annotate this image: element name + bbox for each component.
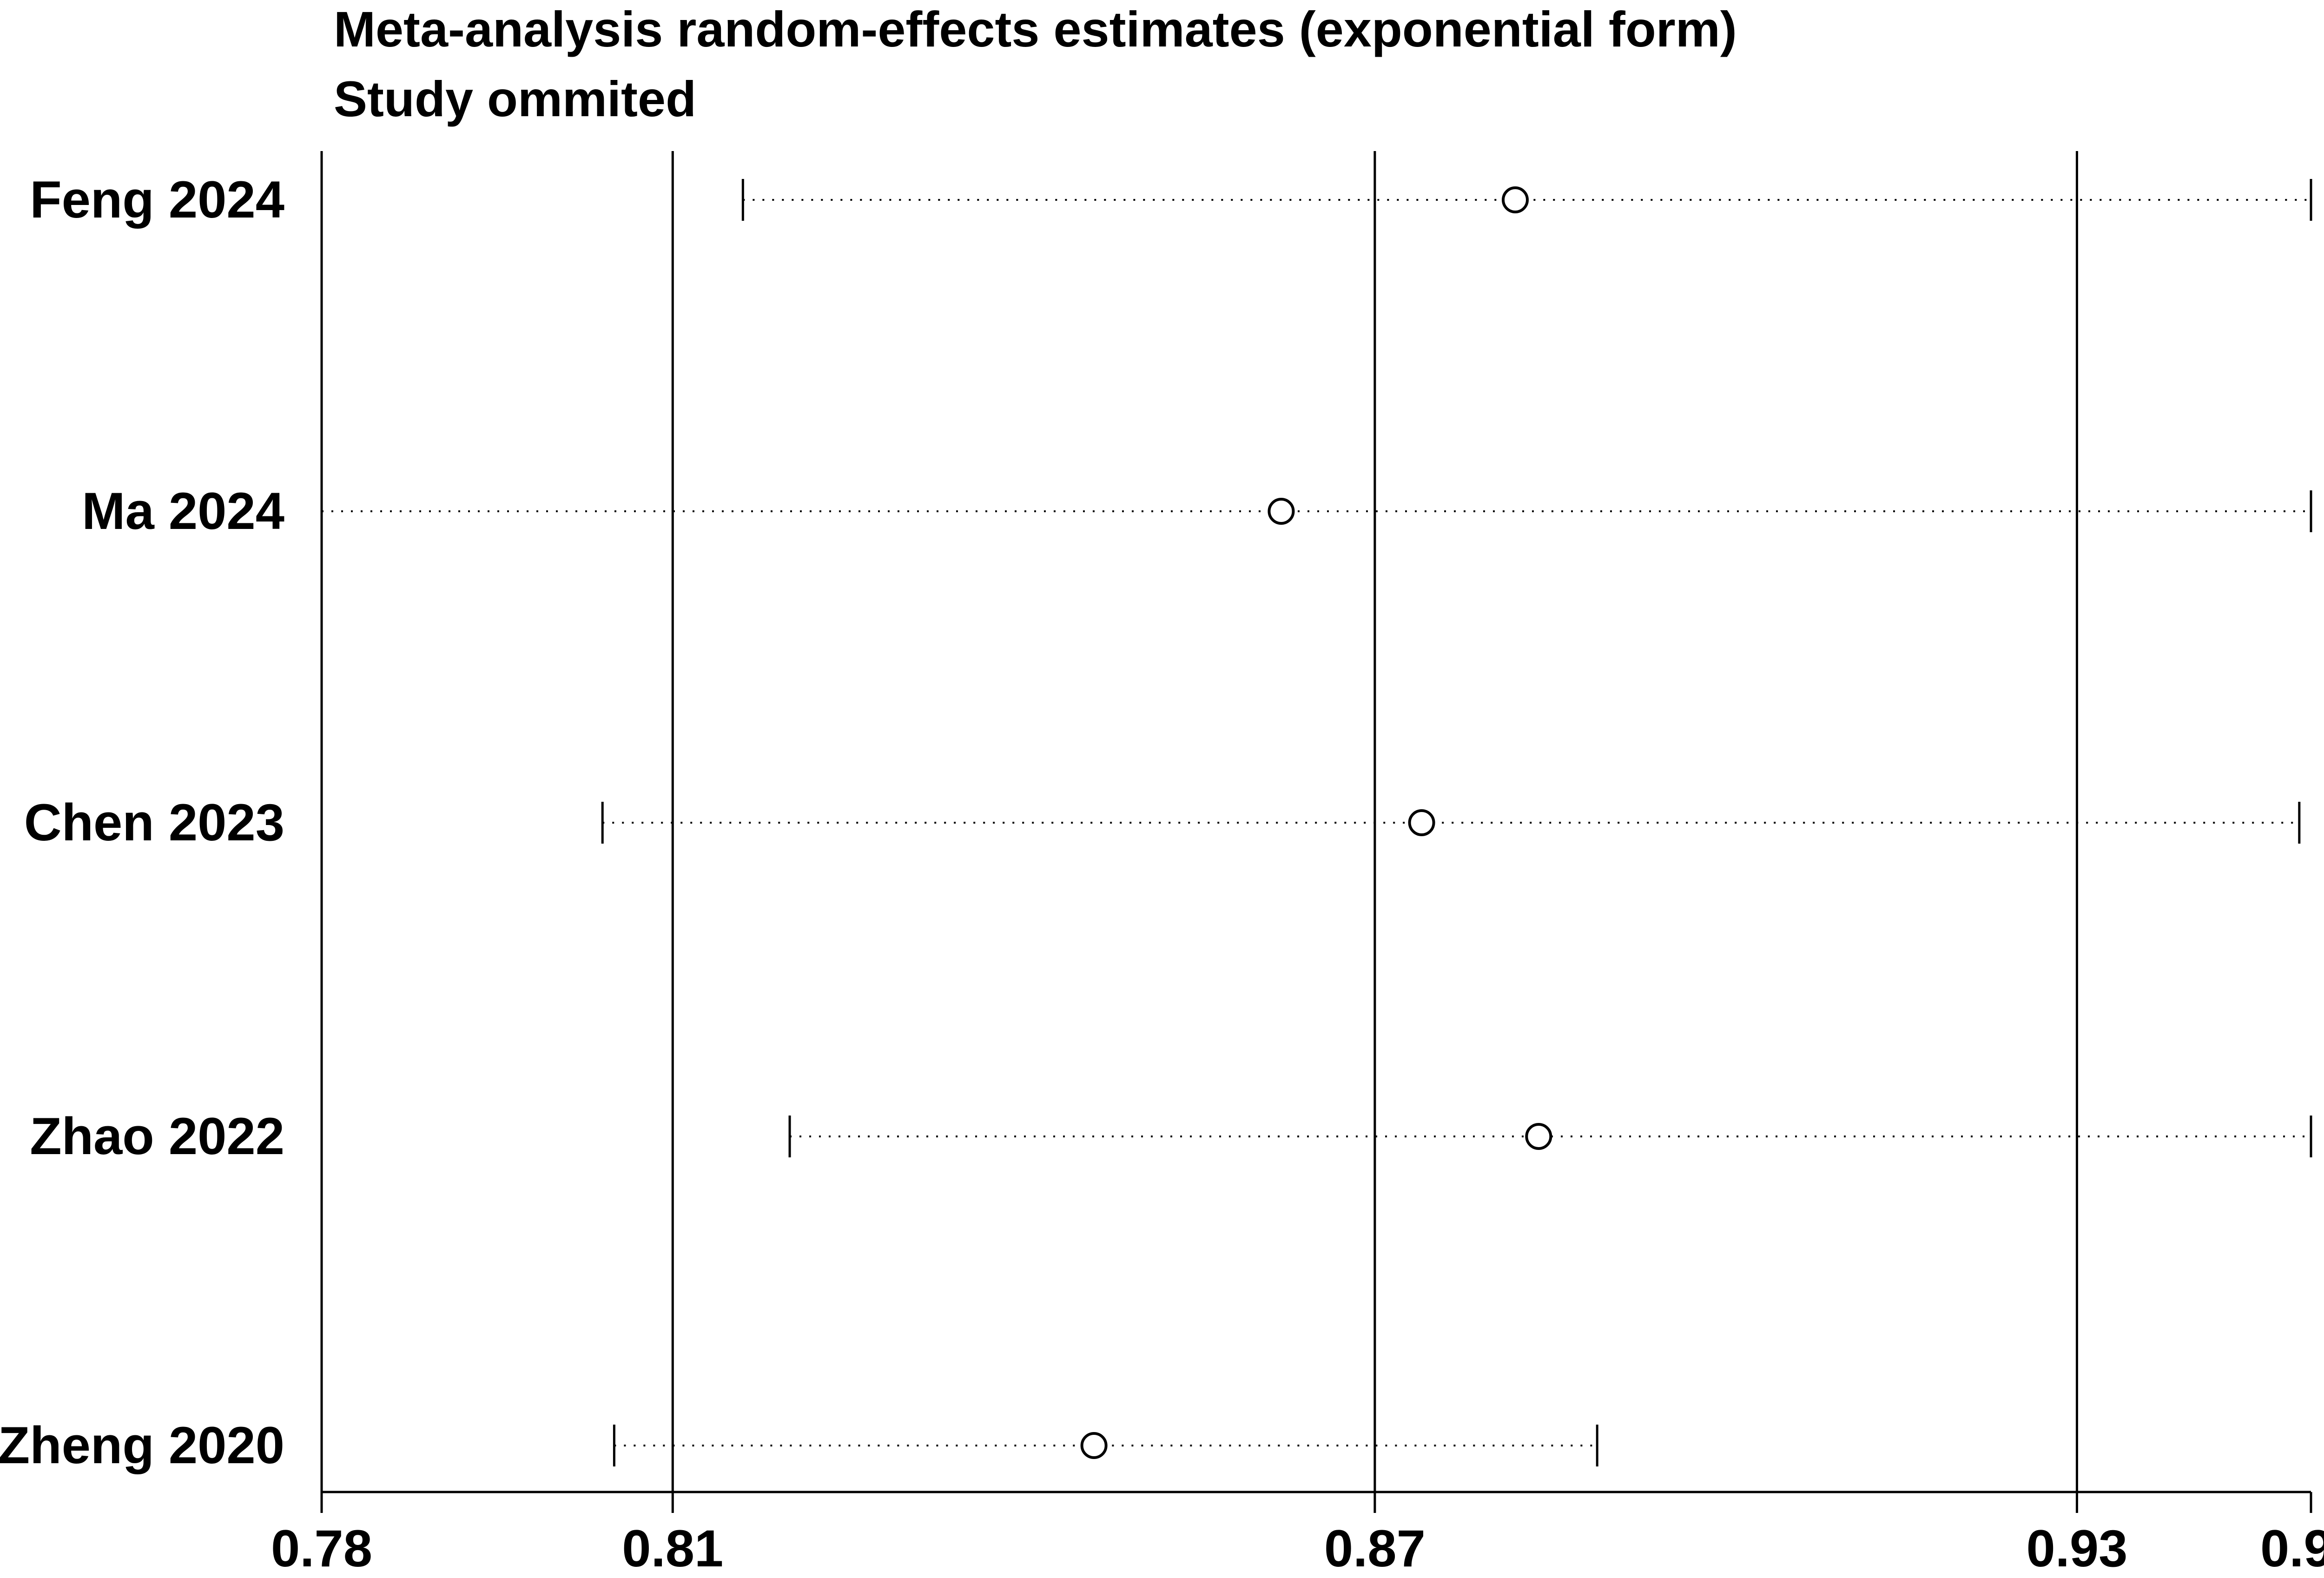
x-tick-label-3: 0.93 xyxy=(2026,1519,2127,1578)
study-label-2: Chen 2023 xyxy=(24,793,284,852)
x-tick-label-0: 0.78 xyxy=(271,1519,372,1578)
study-label-1: Ma 2024 xyxy=(82,482,284,540)
study-label-3: Zhao 2022 xyxy=(30,1107,284,1165)
study-row-3: Zhao 2022 xyxy=(30,1107,2312,1165)
estimate-marker-4 xyxy=(1080,1432,1108,1459)
chart-title: Meta-analysis random-effects estimates (… xyxy=(334,1,1737,57)
estimate-marker-2 xyxy=(1408,809,1435,836)
plot-axes xyxy=(320,151,2311,1493)
study-row-1: Ma 2024 xyxy=(82,482,2312,540)
x-tick-label-1: 0.81 xyxy=(622,1519,723,1578)
study-row-0: Feng 2024 xyxy=(30,171,2312,229)
x-axis-ticks: 0.78 0.81 0.87 0.93 0.95 xyxy=(271,1492,2324,1578)
study-rows: Feng 2024 Ma 2024 Chen 2023 Zhao 2022 Zheng … xyxy=(0,171,2312,1474)
study-label-0: Feng 2024 xyxy=(30,171,284,229)
x-tick-label-2: 0.87 xyxy=(1324,1519,1426,1578)
x-tick-label-4: 0.95 xyxy=(2260,1519,2324,1578)
study-row-2: Chen 2023 xyxy=(24,793,2301,852)
study-label-4: Zheng 2020 xyxy=(0,1416,284,1474)
estimate-marker-1 xyxy=(1268,498,1295,525)
estimate-marker-3 xyxy=(1525,1123,1552,1150)
estimate-marker-0 xyxy=(1502,186,1529,213)
study-row-4: Zheng 2020 xyxy=(0,1416,1598,1474)
chart-subtitle: Study ommited xyxy=(334,71,696,127)
reference-lines xyxy=(671,151,2078,1492)
